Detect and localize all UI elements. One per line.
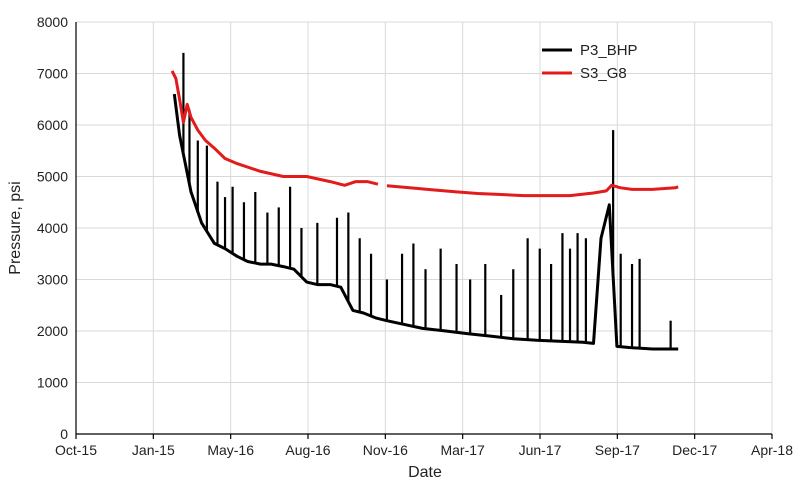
x-tick-label: Aug-16 bbox=[285, 442, 330, 458]
x-tick-label: Jun-17 bbox=[519, 442, 562, 458]
tick-labels: 0 1000 2000 3000 4000 5000 6000 7000 8000 Oct-15 J… bbox=[37, 14, 793, 458]
series-layer bbox=[170, 52, 679, 351]
y-tick-label: 3000 bbox=[37, 272, 68, 288]
x-axis-title: Date bbox=[408, 464, 442, 481]
series-p3-bhp-baseline bbox=[172, 93, 679, 351]
y-tick-label: 0 bbox=[60, 426, 68, 442]
y-tick-label: 5000 bbox=[37, 169, 68, 185]
y-axis-title: Pressure, psi bbox=[7, 181, 24, 274]
x-tick-label: May-16 bbox=[207, 442, 254, 458]
y-tick-label: 7000 bbox=[37, 66, 68, 82]
axes bbox=[75, 22, 773, 439]
x-tick-label: Dec-17 bbox=[672, 442, 717, 458]
x-tick-label: Mar-17 bbox=[440, 442, 485, 458]
y-tick-label: 2000 bbox=[37, 323, 68, 339]
series-s3-g8-line bbox=[170, 70, 379, 187]
legend-label-p3-bhp: P3_BHP bbox=[580, 42, 638, 59]
x-tick-label: Oct-15 bbox=[55, 442, 97, 458]
y-tick-label: 4000 bbox=[37, 220, 68, 236]
x-tick-label: Jan-15 bbox=[132, 442, 175, 458]
series-s3-g8-line bbox=[386, 183, 679, 198]
x-tick-label: Apr-18 bbox=[751, 442, 793, 458]
y-tick-label: 1000 bbox=[37, 375, 68, 391]
legend-label-s3-g8: S3_G8 bbox=[580, 65, 627, 82]
y-tick-label: 6000 bbox=[37, 117, 68, 133]
x-tick-label: Sep-17 bbox=[595, 442, 640, 458]
grid bbox=[75, 21, 773, 435]
y-tick-label: 8000 bbox=[37, 14, 68, 30]
x-tick-label: Nov-16 bbox=[363, 442, 408, 458]
legend: P3_BHP S3_G8 bbox=[542, 42, 638, 82]
